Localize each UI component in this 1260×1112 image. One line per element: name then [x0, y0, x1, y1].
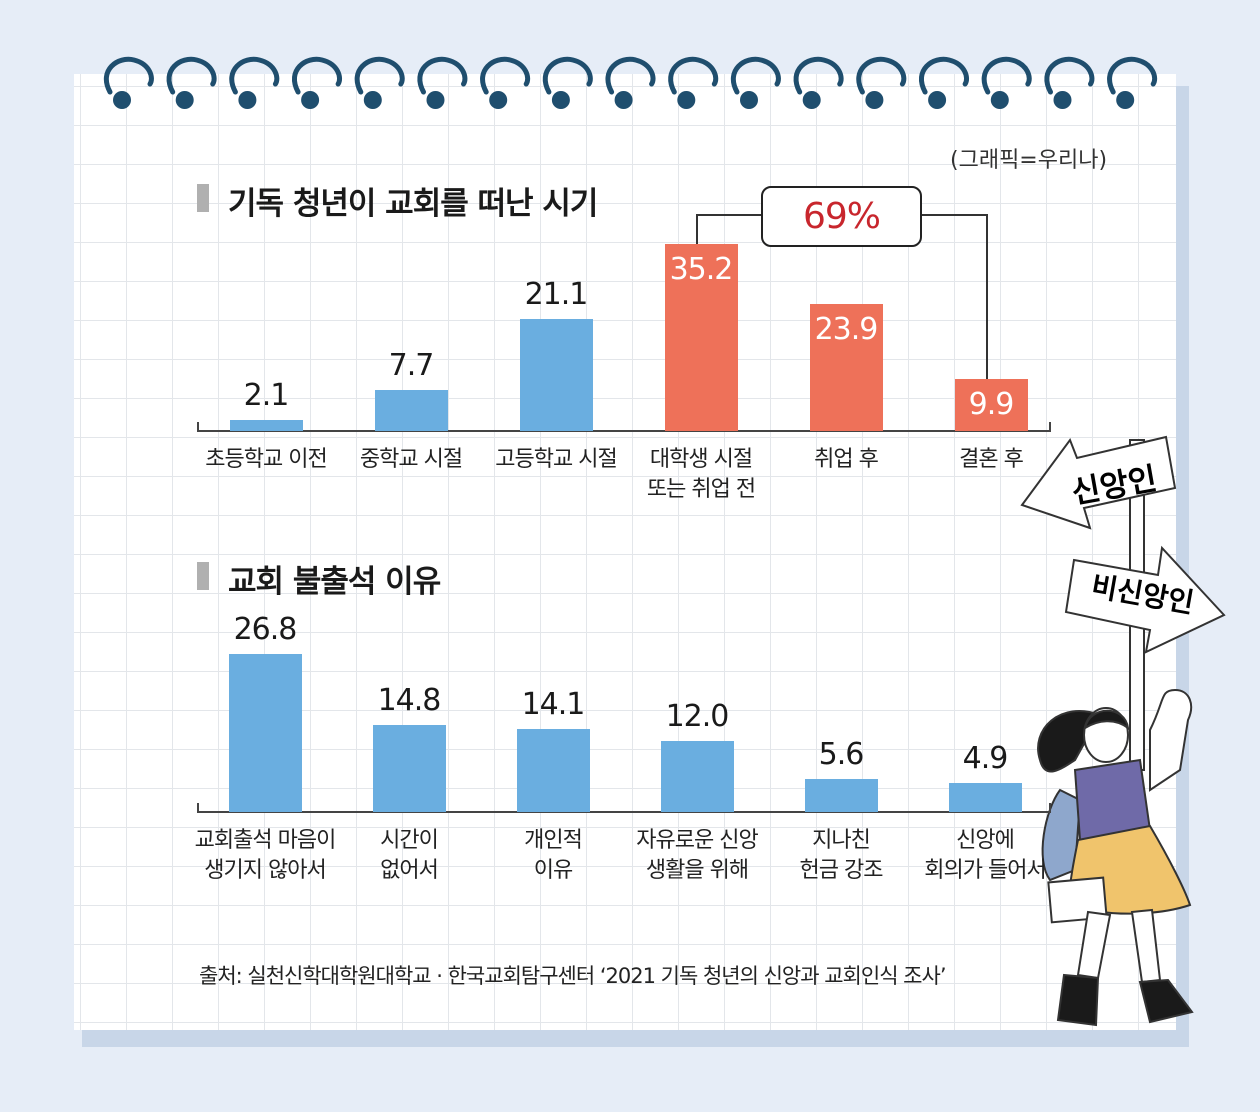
bar [804, 778, 878, 812]
grid-paper [74, 74, 1176, 1030]
chart2-axis-tick-left [197, 803, 199, 813]
binding-ring [981, 56, 1032, 95]
chart1-title-marker [197, 184, 209, 212]
chart2-x-axis [197, 811, 1051, 813]
girl-illustration [1037, 688, 1194, 1027]
binding-hole [614, 91, 633, 109]
binding-ring [542, 56, 593, 95]
value-label: 14.8 [377, 682, 442, 718]
bar [954, 378, 1028, 431]
binding-ring [291, 56, 343, 95]
binding-ring [166, 56, 217, 95]
category-label: 중학교 시절 [359, 447, 463, 472]
bar [519, 319, 593, 431]
binding-hole [426, 91, 445, 109]
binding-hole [990, 91, 1009, 109]
value-label: 12.0 [665, 699, 730, 735]
chart1-title: 기독 청년이 교회를 떠난 시기 [228, 186, 598, 222]
category-label: 대학생 시절 또는 취업 전 [646, 447, 756, 502]
binding-hole [1053, 91, 1072, 109]
bar [228, 653, 302, 812]
binding-ring [856, 56, 907, 95]
binding-hole [677, 91, 696, 109]
bar [229, 419, 303, 431]
percent-bracket-label: 69% [761, 186, 922, 247]
source-note: 출처: 실천신학대학원대학교 · 한국교회탐구센터 ‘2021 기독 청년의 신… [199, 964, 946, 988]
binding-ring [1107, 56, 1158, 95]
value-label: 9.9 [968, 386, 1015, 422]
binding-ring [103, 56, 154, 95]
binding-hole [802, 91, 821, 109]
signpost-illustration: 신앙인 비신앙인 [1020, 435, 1226, 771]
binding-ring [229, 56, 280, 95]
graphic-credit: (그래픽=우리나) [950, 148, 1108, 173]
category-label: 신앙에 회의가 들어서 [924, 828, 1046, 883]
bar [664, 244, 738, 431]
binding-hole [740, 91, 758, 109]
binding-hole [175, 91, 194, 109]
value-label: 26.8 [233, 611, 298, 647]
category-label: 시간이 없어서 [380, 828, 439, 883]
binding-hole [928, 91, 947, 109]
bar [374, 390, 448, 431]
category-label: 지나친 헌금 강조 [799, 828, 884, 883]
binding-hole [363, 91, 382, 109]
value-label: 14.1 [521, 686, 586, 722]
binding-hole [551, 91, 570, 109]
chart2-axis-tick-right [1049, 803, 1051, 813]
bar [948, 783, 1022, 812]
category-label: 취업 후 [814, 447, 879, 472]
binding-ring [417, 56, 468, 95]
binding-ring [793, 56, 844, 95]
binding-hole [238, 91, 257, 109]
binding-ring [354, 56, 405, 95]
binding-ring [480, 56, 531, 95]
bar [809, 304, 883, 431]
category-label: 초등학교 이전 [205, 447, 327, 472]
percent-bracket [696, 214, 988, 379]
bar [516, 728, 590, 812]
chart2-title: 교회 불출석 이유 [228, 564, 441, 600]
value-label: 4.9 [962, 741, 1009, 777]
value-label: 5.6 [818, 736, 865, 772]
value-label: 7.7 [388, 348, 435, 384]
binding-hole [865, 91, 884, 109]
binding-ring [668, 56, 719, 95]
category-label: 결혼 후 [959, 447, 1024, 472]
chart1-x-axis [197, 430, 1051, 432]
spiral-binding [103, 56, 1158, 109]
chart2-title-marker [197, 562, 209, 590]
value-label: 21.1 [524, 277, 589, 313]
category-label: 자유로운 신앙 생활을 위해 [636, 828, 758, 883]
category-label: 개인적 이유 [524, 828, 583, 883]
category-label: 고등학교 시절 [495, 447, 617, 472]
category-label: 교회출석 마음이 생기지 않아서 [194, 828, 337, 883]
binding-ring [730, 56, 781, 95]
chart1-axis-tick-right [1049, 422, 1051, 432]
value-label: 35.2 [669, 252, 734, 288]
bar [372, 724, 446, 812]
binding-hole [301, 91, 320, 109]
binding-ring [1044, 56, 1095, 95]
value-label: 23.9 [814, 312, 879, 348]
binding-ring [918, 56, 970, 95]
binding-hole [489, 91, 508, 109]
binding-ring [605, 56, 656, 95]
binding-hole [113, 91, 131, 109]
binding-hole [1116, 91, 1135, 109]
value-label: 2.1 [243, 377, 290, 413]
chart1-axis-tick-left [197, 422, 199, 432]
bar [660, 741, 734, 812]
